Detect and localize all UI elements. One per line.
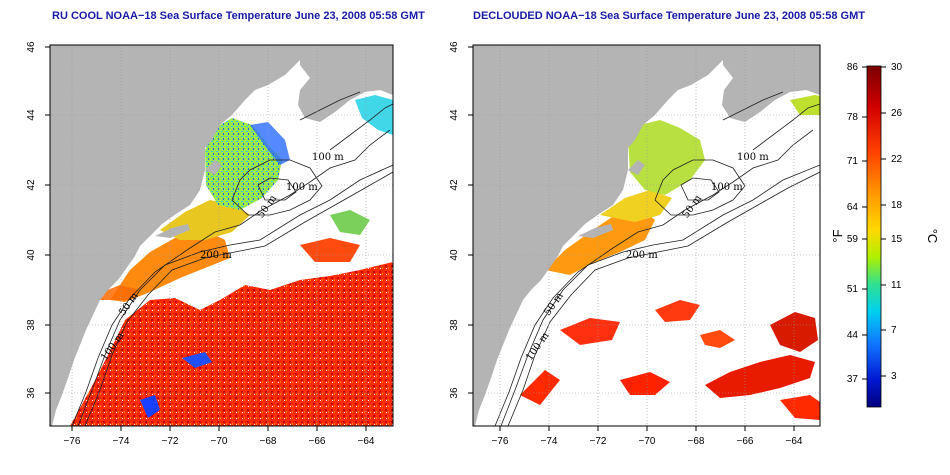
right-axis-ticks <box>468 46 795 431</box>
colorbar-celsius-tick: 3 <box>891 371 897 382</box>
left-sst-blue-south <box>140 395 160 418</box>
left-land-novascotia <box>298 45 393 122</box>
left-land-capecod <box>205 160 222 175</box>
right-sst-red-mid <box>655 300 700 322</box>
right-sst-orange-shelf <box>545 208 655 275</box>
left-lat-tick-label: 38 <box>26 319 37 331</box>
right-lat-tick-label: 42 <box>449 179 460 191</box>
left-lon-tick-label: −64 <box>358 436 375 447</box>
right-lon-tick-label: −66 <box>737 436 754 447</box>
colorbar-gradient <box>866 65 882 408</box>
right-sst-red-lower <box>620 372 670 395</box>
right-lon-tick-label: −76 <box>492 436 509 447</box>
right-lon-tick-label: −70 <box>639 436 656 447</box>
colorbar-celsius-tick: 26 <box>891 108 903 119</box>
left-map: 100 m 100 m 50 m 200 m 50 m 100 m 46 44 … <box>26 41 394 447</box>
right-sst-red-south-a <box>705 355 815 398</box>
colorbar-celsius-tick: 15 <box>891 234 903 245</box>
right-lat-tick-label: 46 <box>449 41 460 53</box>
right-contour-label: 100 m <box>737 152 769 163</box>
left-lat-tick-label: 36 <box>26 387 37 399</box>
right-bathymetry-contours <box>494 91 820 426</box>
right-graticule <box>473 45 820 426</box>
right-panel-title: DECLOUDED NOAA−18 Sea Surface Temperatur… <box>473 10 865 22</box>
left-lon-tick-label: −72 <box>162 436 179 447</box>
right-lat-tick-label: 36 <box>449 387 460 399</box>
left-lon-tick-label: −70 <box>211 436 228 447</box>
left-graticule <box>50 45 393 426</box>
left-bathymetry-contours <box>71 91 393 426</box>
colorbar-fahrenheit-tick: 86 <box>847 62 859 73</box>
right-land-mainland <box>473 45 723 426</box>
left-sst-offshore-green <box>330 210 370 235</box>
colorbar-ticks <box>862 66 886 380</box>
right-map: 100 m 100 m 50 m 200 m 50 m 100 m 46 44 … <box>449 41 821 447</box>
left-contour-label: 100 m <box>312 152 344 163</box>
colorbar-fahrenheit-tick: 59 <box>847 234 859 245</box>
right-lat-tick-label: 44 <box>449 109 460 121</box>
left-panel-title: RU COOL NOAA−18 Sea Surface Temperature … <box>52 10 425 22</box>
left-land-longisland <box>155 224 190 238</box>
colorbar-fahrenheit-tick: 71 <box>847 156 859 167</box>
colorbar-fahrenheit-tick: 51 <box>847 284 859 295</box>
left-lat-tick-label: 44 <box>26 109 37 121</box>
colorbar-fahrenheit-tick: 44 <box>847 330 859 341</box>
colorbar-fahrenheit-tick: 64 <box>847 202 859 213</box>
right-sst-green-nova <box>790 95 820 115</box>
right-land-capecod <box>628 160 645 175</box>
right-contour-label: 100 m <box>711 182 743 193</box>
colorbar-celsius-tick: 11 <box>891 280 902 291</box>
right-land-longisland <box>578 224 613 238</box>
right-sst-red-shelfedge <box>520 370 560 405</box>
right-land-novascotia <box>722 45 820 122</box>
right-sst-red-far <box>780 395 820 420</box>
colorbar-fahrenheit-unit: °F <box>830 229 845 242</box>
left-land-mainland <box>50 45 300 426</box>
right-sst-red-east <box>770 312 818 352</box>
colorbar-celsius-tick: 30 <box>891 62 903 73</box>
left-lat-tick-label: 42 <box>26 179 37 191</box>
left-contour-label: 200 m <box>200 250 232 261</box>
left-lon-tick-label: −66 <box>309 436 326 447</box>
right-lon-tick-label: −64 <box>786 436 803 447</box>
right-lon-tick-label: −68 <box>688 436 705 447</box>
left-lon-tick-label: −68 <box>260 436 277 447</box>
left-sst-blue-mid <box>182 352 212 368</box>
left-sst-warm-gulfstream <box>110 230 230 302</box>
left-lat-tick-label: 46 <box>26 41 37 53</box>
colorbar-celsius-tick: 18 <box>891 200 903 211</box>
colorbar-celsius-unit: °C <box>925 229 940 244</box>
colorbar-celsius-tick: 7 <box>891 325 897 336</box>
left-contour-label: 100 m <box>286 182 318 193</box>
left-sst-warm-south <box>70 262 393 426</box>
left-lat-tick-label: 40 <box>26 249 37 261</box>
right-lat-tick-label: 40 <box>449 249 460 261</box>
colorbar-fahrenheit-tick: 37 <box>847 374 859 385</box>
right-lat-tick-label: 38 <box>449 319 460 331</box>
right-sst-red-mid2 <box>700 330 735 348</box>
colorbar: 86 78 71 64 59 51 44 37 30 26 22 18 15 1… <box>830 62 940 408</box>
colorbar-celsius-tick: 22 <box>891 154 903 165</box>
right-lon-tick-label: −74 <box>541 436 558 447</box>
left-sst-offshore-patch <box>300 238 360 262</box>
left-lon-tick-label: −76 <box>64 436 81 447</box>
left-axis-ticks <box>45 46 367 431</box>
colorbar-fahrenheit-tick: 78 <box>847 112 859 123</box>
left-lon-tick-label: −74 <box>113 436 130 447</box>
left-sst-blue-edge <box>250 122 290 165</box>
left-sst-orange-band <box>95 285 140 300</box>
right-lon-tick-label: −72 <box>590 436 607 447</box>
right-contour-label: 200 m <box>626 250 658 261</box>
left-map-frame <box>49 44 394 427</box>
right-sst-yellow-shelf <box>600 190 672 222</box>
